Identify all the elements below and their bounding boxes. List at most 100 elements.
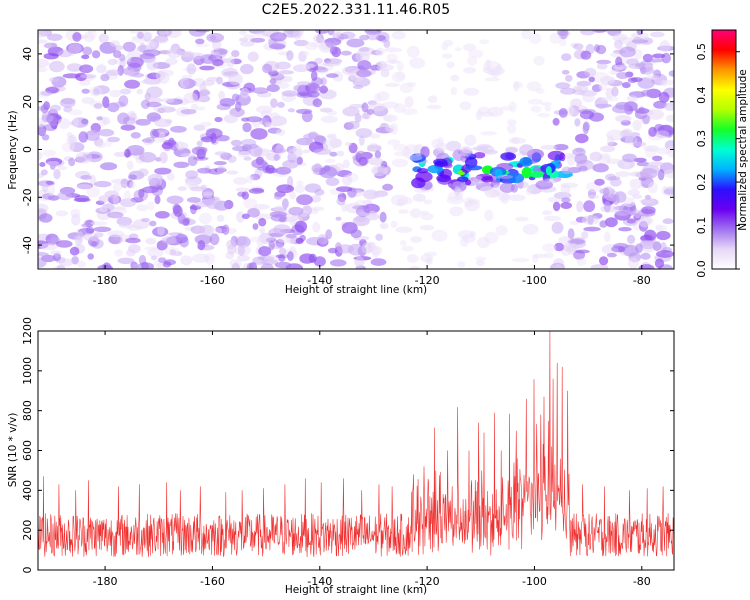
- heatmap-cell: [426, 104, 442, 110]
- heatmap-cell: [641, 206, 656, 215]
- heatmap-cell: [645, 74, 660, 80]
- heatmap-cell: [567, 228, 575, 240]
- heatmap-cell: [90, 221, 108, 226]
- heatmap-cell: [313, 148, 332, 155]
- heatmap-cell: [81, 88, 90, 94]
- heatmap-cell: [228, 73, 243, 86]
- heatmap-cell: [508, 194, 526, 202]
- y-tick-label: 1000: [21, 357, 34, 385]
- heatmap-cell: [137, 168, 149, 177]
- heatmap-cell: [368, 157, 384, 166]
- heatmap-cell: [157, 225, 165, 236]
- heatmap-cell: [621, 82, 631, 89]
- heatmap-cell: [545, 166, 552, 176]
- heatmap-cell: [616, 72, 630, 79]
- heatmap-cell: [231, 93, 240, 102]
- heatmap-cell: [315, 67, 329, 73]
- heatmap-cell: [604, 231, 611, 243]
- heatmap-cell: [98, 195, 109, 203]
- heatmap-cell: [310, 195, 322, 203]
- heatmap-cell: [226, 170, 239, 175]
- heatmap-cell: [594, 178, 605, 186]
- heatmap-cell: [235, 101, 242, 112]
- colorbar: 0.0 0.1 0.2 0.3 0.4 0.5 Normalized spectral a…: [695, 29, 749, 278]
- heatmap-cell: [388, 59, 401, 64]
- x-tick-label: -80: [633, 274, 651, 287]
- heatmap-cell: [282, 159, 299, 169]
- heatmap-cell: [85, 226, 95, 234]
- heatmap-cell: [40, 243, 58, 251]
- heatmap-cell: [662, 218, 674, 225]
- heatmap-cell: [333, 30, 342, 38]
- heatmap-cell: [610, 52, 621, 58]
- heatmap-cell: [634, 107, 650, 114]
- heatmap-cell: [466, 55, 478, 66]
- heatmap-cell: [275, 166, 292, 175]
- heatmap-cell: [341, 175, 353, 186]
- heatmap-cell: [457, 176, 469, 183]
- heatmap-cell: [445, 140, 462, 152]
- heatmap-cell: [424, 251, 438, 257]
- heatmap-cell: [295, 237, 304, 244]
- heatmap-cell: [218, 90, 226, 101]
- heatmap-cell: [387, 139, 401, 146]
- heatmap-cell: [98, 33, 110, 44]
- heatmap-cell: [454, 47, 462, 52]
- heatmap-cell: [277, 101, 285, 108]
- heatmap-cell: [127, 110, 136, 118]
- snr-x-axis: -180 -160 -140 -120 -100 -80: [93, 331, 651, 588]
- heatmap-cell: [335, 216, 342, 221]
- heatmap-cell: [189, 186, 207, 192]
- heatmap-cell: [105, 69, 121, 76]
- heatmap-cell: [544, 177, 560, 184]
- heatmap-cell: [296, 81, 312, 86]
- heatmap-cell: [339, 31, 356, 40]
- colorbar-tick-label: 0.2: [695, 173, 708, 191]
- x-tick-label: -120: [415, 575, 440, 588]
- heatmap-cell: [273, 193, 283, 200]
- heatmap-cell: [603, 201, 611, 213]
- heatmap-cell: [320, 115, 338, 124]
- heatmap-cell: [135, 118, 151, 126]
- heatmap-cell: [49, 77, 59, 83]
- heatmap-cell: [511, 257, 530, 263]
- heatmap-cell: [39, 162, 46, 167]
- heatmap-cell: [557, 30, 569, 37]
- heatmap-cell: [155, 211, 170, 219]
- heatmap-cell: [423, 199, 433, 205]
- x-tick-label: -160: [200, 575, 225, 588]
- heatmap-cell: [43, 42, 58, 49]
- heatmap-cell: [350, 229, 362, 239]
- heatmap-cell: [68, 109, 83, 116]
- heatmap-cell: [159, 151, 168, 164]
- heatmap-cell: [655, 147, 673, 155]
- heatmap-cell: [124, 55, 132, 63]
- heatmap-cell: [496, 174, 514, 179]
- heatmap-cell: [402, 108, 418, 116]
- heatmap-cell: [551, 221, 564, 234]
- heatmap-cell: [245, 175, 254, 184]
- heatmap-cell: [126, 145, 145, 156]
- y-tick-label: 600: [21, 440, 34, 461]
- heatmap-cell: [547, 150, 565, 161]
- heatmap-cell: [196, 140, 203, 147]
- heatmap-y-axis: -40 -20 0 20 40: [21, 47, 674, 254]
- heatmap-cell: [236, 211, 245, 223]
- heatmap-cell: [612, 104, 630, 114]
- heatmap-cell: [640, 234, 653, 242]
- heatmap-cell: [573, 43, 584, 50]
- heatmap-cell: [135, 30, 153, 40]
- heatmap-cell: [125, 248, 136, 257]
- heatmap-cell: [270, 98, 278, 108]
- heatmap-cell: [312, 221, 321, 233]
- heatmap-cell: [369, 191, 383, 199]
- heatmap-cell: [49, 250, 62, 255]
- heatmap-cell: [259, 227, 266, 234]
- heatmap-cell: [450, 87, 458, 96]
- heatmap-cell: [614, 209, 631, 216]
- heatmap-cell: [532, 253, 547, 259]
- heatmap-cell: [398, 209, 409, 214]
- heatmap-cell: [196, 106, 206, 111]
- heatmap-cell: [427, 164, 444, 174]
- heatmap-cell: [154, 167, 172, 175]
